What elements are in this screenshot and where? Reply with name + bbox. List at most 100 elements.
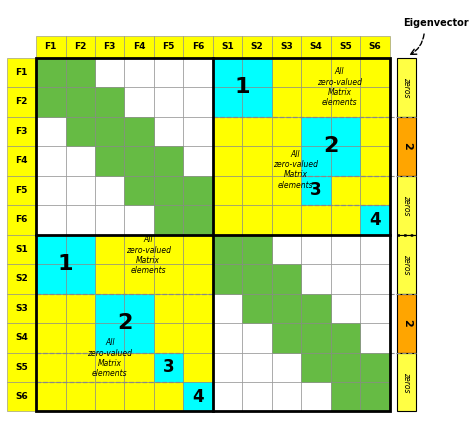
Bar bbox=[183, 264, 213, 294]
Bar bbox=[183, 352, 213, 382]
Bar bbox=[7, 264, 36, 294]
Text: zeros: zeros bbox=[402, 195, 411, 215]
Bar bbox=[272, 323, 301, 352]
Bar bbox=[242, 87, 272, 117]
Bar bbox=[360, 36, 390, 58]
Bar bbox=[95, 382, 125, 411]
Bar bbox=[183, 294, 213, 323]
Bar bbox=[301, 176, 331, 205]
Bar bbox=[331, 235, 360, 264]
Text: All
zero-valued
Matrix
elements: All zero-valued Matrix elements bbox=[126, 235, 171, 275]
Bar bbox=[95, 176, 125, 205]
Bar bbox=[154, 117, 183, 146]
Bar bbox=[360, 117, 390, 146]
Bar bbox=[397, 294, 416, 352]
Bar bbox=[301, 58, 331, 87]
Bar bbox=[301, 146, 331, 176]
Bar bbox=[95, 146, 125, 176]
Bar bbox=[154, 352, 183, 382]
Bar bbox=[272, 352, 301, 382]
Bar bbox=[242, 382, 272, 411]
Bar bbox=[360, 205, 390, 235]
Bar bbox=[183, 176, 213, 205]
Bar bbox=[331, 58, 360, 87]
Bar bbox=[183, 58, 213, 87]
Bar bbox=[154, 176, 183, 205]
Text: S5: S5 bbox=[15, 363, 27, 372]
Bar bbox=[125, 352, 154, 382]
Bar bbox=[183, 382, 213, 411]
Text: 4: 4 bbox=[369, 211, 381, 229]
Bar bbox=[183, 235, 213, 264]
Bar bbox=[183, 205, 213, 235]
Bar bbox=[65, 58, 95, 87]
Bar bbox=[154, 205, 183, 235]
Bar bbox=[360, 205, 390, 235]
Bar bbox=[213, 264, 242, 294]
Bar bbox=[65, 117, 95, 146]
Bar bbox=[242, 146, 272, 176]
Bar bbox=[36, 36, 65, 58]
Bar bbox=[125, 235, 154, 264]
Bar bbox=[183, 264, 213, 294]
Bar bbox=[154, 323, 183, 352]
Text: F2: F2 bbox=[74, 42, 86, 51]
Bar bbox=[65, 352, 95, 382]
Bar bbox=[125, 36, 154, 58]
Bar bbox=[272, 294, 301, 323]
Bar bbox=[242, 264, 272, 294]
Bar bbox=[7, 146, 36, 176]
Bar bbox=[242, 205, 272, 235]
Text: zeros: zeros bbox=[402, 254, 411, 274]
Bar bbox=[272, 176, 301, 205]
Bar bbox=[125, 146, 154, 176]
Text: 3: 3 bbox=[163, 358, 174, 376]
Bar bbox=[213, 117, 242, 146]
Bar bbox=[272, 205, 301, 235]
Bar bbox=[301, 117, 331, 146]
Bar bbox=[183, 146, 213, 176]
Bar bbox=[154, 235, 183, 264]
Bar bbox=[331, 117, 360, 146]
Bar bbox=[213, 58, 242, 87]
Bar bbox=[36, 294, 65, 323]
Bar bbox=[95, 235, 125, 264]
Bar bbox=[36, 323, 65, 352]
Bar bbox=[95, 146, 125, 176]
Bar bbox=[154, 264, 183, 294]
Bar bbox=[125, 176, 154, 205]
Bar bbox=[65, 58, 95, 87]
Bar bbox=[65, 87, 95, 117]
Text: S1: S1 bbox=[15, 245, 27, 254]
Bar bbox=[125, 323, 154, 352]
Bar bbox=[360, 235, 390, 264]
Bar bbox=[65, 235, 95, 264]
Bar bbox=[301, 117, 331, 146]
Bar bbox=[213, 205, 242, 235]
Bar bbox=[125, 235, 154, 264]
Bar bbox=[95, 205, 125, 235]
Bar bbox=[95, 323, 125, 352]
Bar bbox=[331, 87, 360, 117]
Bar bbox=[95, 87, 125, 117]
Bar bbox=[95, 87, 125, 117]
Bar bbox=[36, 205, 65, 235]
Bar bbox=[272, 117, 301, 146]
Bar bbox=[7, 205, 36, 235]
Bar bbox=[183, 352, 213, 382]
Bar bbox=[360, 205, 390, 235]
Bar bbox=[65, 235, 95, 264]
Bar bbox=[360, 352, 390, 382]
Bar bbox=[183, 205, 213, 235]
Bar bbox=[360, 294, 390, 323]
Text: All
zero-valued
Matrix
elements: All zero-valued Matrix elements bbox=[87, 338, 132, 379]
Bar bbox=[242, 58, 272, 87]
Bar bbox=[125, 264, 154, 294]
Bar bbox=[397, 117, 416, 176]
Bar bbox=[183, 382, 213, 411]
Text: F2: F2 bbox=[15, 97, 27, 107]
Text: F5: F5 bbox=[15, 186, 27, 195]
Bar bbox=[154, 58, 183, 87]
Bar bbox=[301, 205, 331, 235]
Bar bbox=[154, 176, 183, 205]
